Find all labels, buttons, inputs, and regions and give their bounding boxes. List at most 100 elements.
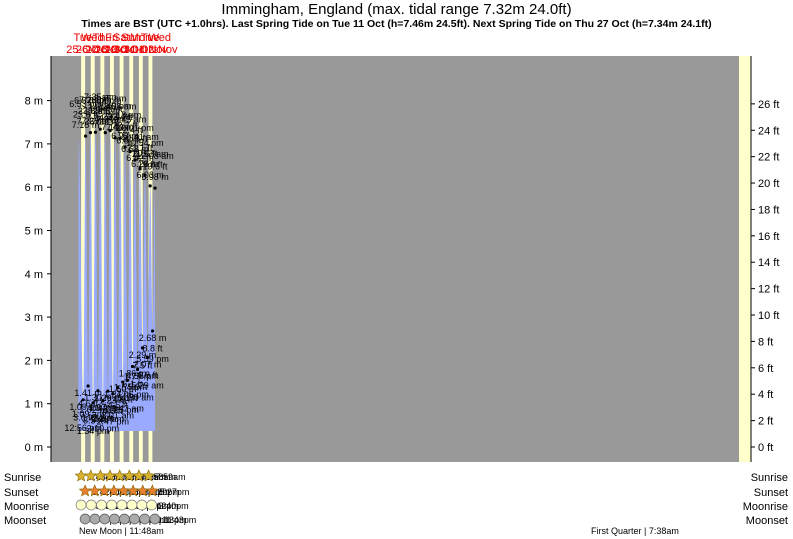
sunset-icon bbox=[145, 484, 159, 497]
tide-label: 2:23 am bbox=[92, 414, 125, 424]
tide-point bbox=[116, 386, 120, 390]
tide-label: 12:08 am bbox=[136, 151, 174, 161]
left-tick-label: 6 m bbox=[25, 182, 43, 194]
right-tick-label: 26 ft bbox=[758, 99, 779, 111]
tide-label: 1.54 m bbox=[114, 382, 142, 392]
tide-label: 2.68 m bbox=[139, 333, 167, 343]
tide-label: 10:54 pm bbox=[126, 138, 164, 148]
left-tick-label: 0 m bbox=[25, 442, 43, 454]
tide-point bbox=[113, 136, 117, 140]
day-date-label: 27-Oct bbox=[86, 44, 119, 56]
tide-label: 7.13 m bbox=[106, 122, 134, 132]
tide-label: 3.5 ft bbox=[93, 413, 114, 423]
sunset-time: 5:29pm bbox=[150, 487, 180, 497]
moonrise-icon bbox=[116, 499, 128, 511]
day-name-label: Sat bbox=[113, 32, 130, 44]
tide-point bbox=[125, 378, 130, 382]
day-date-label: 28-Oct bbox=[95, 44, 128, 56]
moonset-icon bbox=[109, 513, 120, 525]
tide-label: 7.14 m bbox=[101, 122, 129, 132]
tide-label: 1.37 m bbox=[104, 390, 132, 400]
tide-point bbox=[123, 145, 127, 149]
right-tick-label: 20 ft bbox=[758, 178, 779, 190]
tide-label: 23.8 ft bbox=[93, 106, 119, 116]
tide-label: 1.50 m bbox=[109, 384, 137, 394]
tide-label: 6.63 m bbox=[121, 144, 149, 154]
sunrise-icon bbox=[74, 469, 88, 482]
tide-label: 8:15 am bbox=[94, 93, 127, 103]
row-label-left: Moonrise bbox=[4, 501, 49, 513]
tide-label: 7:35 am bbox=[84, 92, 117, 102]
tide-label: 5:59 pm bbox=[136, 354, 169, 364]
left-tick-label: 8 m bbox=[25, 96, 43, 108]
tide-label: 4.6 ft bbox=[78, 398, 99, 408]
tide-point bbox=[93, 130, 98, 134]
moonrise-icon bbox=[126, 499, 138, 511]
tide-label: 9:18 pm bbox=[109, 110, 142, 120]
tide-label: 1.86 m bbox=[119, 368, 147, 378]
tide-label: 1.07 m bbox=[89, 403, 117, 413]
tide-point bbox=[111, 392, 115, 396]
right-tick-label: 18 ft bbox=[758, 204, 779, 216]
sunset-time: 5:27pm bbox=[159, 487, 189, 497]
tide-label: 12:56 pm bbox=[64, 423, 102, 433]
tide-label: 6.28 m bbox=[131, 159, 159, 169]
tide-label: 6.8 ft bbox=[138, 370, 159, 380]
moonrise-icon bbox=[85, 499, 97, 511]
tide-label: 3:01 am bbox=[101, 411, 134, 421]
tide-label: 23.8 ft bbox=[78, 106, 104, 116]
day-name-label: Wed bbox=[149, 32, 171, 44]
tide-label: 1:46 am bbox=[82, 414, 115, 424]
tide-label: 3.6 ft bbox=[73, 412, 94, 422]
moonrise-icon bbox=[146, 499, 157, 511]
tide-label: 1.29 m bbox=[94, 393, 122, 403]
tide-label: 24.0 ft bbox=[98, 104, 124, 114]
day-date-label: 31-Oct bbox=[124, 44, 157, 56]
left-tick-label: 1 m bbox=[25, 399, 43, 411]
tide-label: 22.4 ft bbox=[118, 125, 144, 135]
left-tick-label: 4 m bbox=[25, 269, 43, 281]
tide-label: 2:47 pm bbox=[97, 417, 130, 427]
tide-label: 4:56 pm bbox=[126, 371, 159, 381]
tide-point bbox=[91, 401, 95, 405]
tide-label: 3:25 pm bbox=[106, 405, 139, 415]
tide-label: 10:41 am bbox=[121, 132, 159, 142]
right-tick-label: 12 ft bbox=[758, 284, 779, 296]
tide-point bbox=[135, 367, 140, 372]
right-tick-label: 22 ft bbox=[758, 152, 779, 164]
tide-point bbox=[96, 389, 100, 393]
moonset-icon bbox=[99, 513, 110, 525]
tide-label: 5.9 ft bbox=[128, 382, 149, 392]
day-name-label: Fri bbox=[105, 32, 118, 44]
right-tick-label: 2 ft bbox=[758, 416, 773, 428]
tide-label: 2.07 m bbox=[134, 359, 162, 369]
day-name-label: Tue bbox=[74, 32, 93, 44]
tide-label: 1:34 pm bbox=[77, 426, 110, 436]
right-tick-label: 14 ft bbox=[758, 257, 779, 269]
right-margin-band bbox=[739, 56, 751, 462]
sunrise-icon bbox=[142, 469, 156, 482]
tide-label: 8:58 am bbox=[104, 101, 137, 111]
row-label-left: Sunset bbox=[4, 487, 38, 499]
tide-point bbox=[130, 364, 135, 369]
tide-label: 7.26 m bbox=[77, 117, 105, 127]
sunrise-time: 7:59am bbox=[156, 472, 186, 482]
day-name-label: Tue bbox=[141, 32, 160, 44]
moonset-icon bbox=[139, 513, 150, 525]
left-tick-label: 3 m bbox=[25, 312, 43, 324]
tide-point bbox=[88, 131, 93, 135]
tide-label: 1.02 m bbox=[79, 405, 107, 415]
moonrise-time: 3:12pm bbox=[149, 501, 179, 511]
day-date-label: 29-Oct bbox=[105, 44, 138, 56]
tide-label: 23.4 ft bbox=[108, 112, 134, 122]
tide-label: 8:40 pm bbox=[99, 101, 132, 111]
tide-label: 7.31 m bbox=[96, 114, 124, 124]
tide-point bbox=[153, 186, 157, 190]
chart-title: Immingham, England (max. tidal range 7.3… bbox=[221, 1, 571, 18]
tide-label: 7.34 m bbox=[87, 113, 115, 123]
tide-label: 1.30 m bbox=[84, 393, 112, 403]
moonrise-icon bbox=[75, 499, 87, 511]
axes: 0 m 1 m 2 m 3 m 4 m 5 m 6 m 7 m 8 m 0 ft 2 ft 4 ft 6… bbox=[25, 56, 779, 462]
tide-label: 4.0 ft bbox=[103, 406, 124, 416]
tide-label: 6:53 pm bbox=[69, 99, 102, 109]
